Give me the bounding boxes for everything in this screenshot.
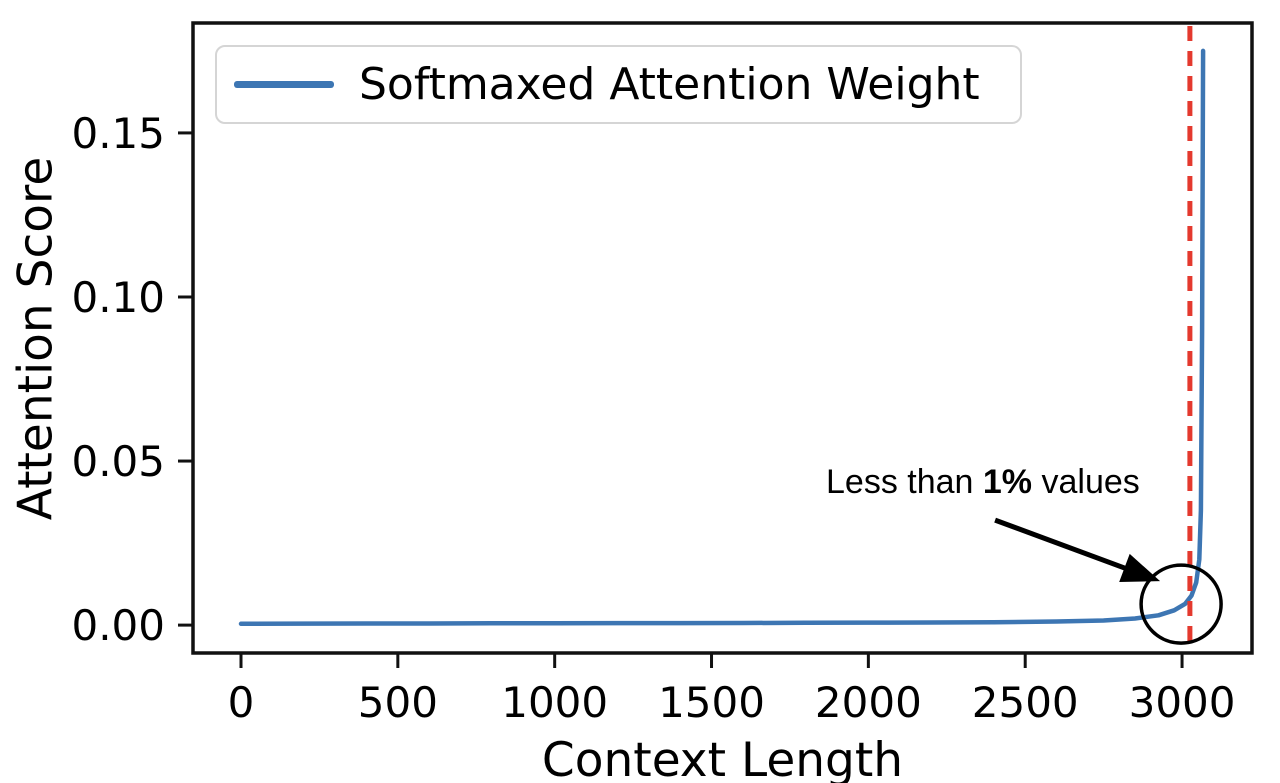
x-tick-label: 2500 bbox=[972, 678, 1079, 727]
x-tick-label: 3000 bbox=[1129, 678, 1236, 727]
x-axis-label: Context Length bbox=[541, 733, 904, 783]
x-tick-label: 1500 bbox=[658, 678, 765, 727]
legend-label: Softmaxed Attention Weight bbox=[359, 59, 980, 110]
y-tick-label: 0.05 bbox=[71, 437, 165, 486]
y-tick-label: 0.10 bbox=[71, 273, 165, 322]
annotation-prefix: Less than bbox=[826, 463, 983, 501]
x-tick-label: 2000 bbox=[815, 678, 922, 727]
annotation-suffix: values bbox=[1032, 463, 1140, 501]
y-axis-label: Attention Score bbox=[8, 156, 64, 520]
x-tick-label: 500 bbox=[358, 678, 438, 727]
annotation-arrow-line bbox=[994, 517, 1131, 573]
annotation-arrowhead bbox=[1119, 553, 1161, 582]
x-tick-label: 0 bbox=[228, 678, 255, 727]
annotation-bold-value: 1% bbox=[982, 463, 1033, 501]
annotation-text: Less than 1% values bbox=[826, 463, 1140, 502]
attention-curve bbox=[238, 48, 1206, 627]
plot-border bbox=[191, 21, 1254, 655]
y-tick-label: 0.00 bbox=[71, 601, 165, 650]
x-tick-label: 1000 bbox=[501, 678, 608, 727]
highlight-circle bbox=[1139, 563, 1223, 645]
legend: Softmaxed Attention Weight bbox=[215, 45, 1022, 124]
y-tick-label: 0.15 bbox=[71, 109, 165, 158]
legend-line-sample bbox=[234, 81, 334, 88]
